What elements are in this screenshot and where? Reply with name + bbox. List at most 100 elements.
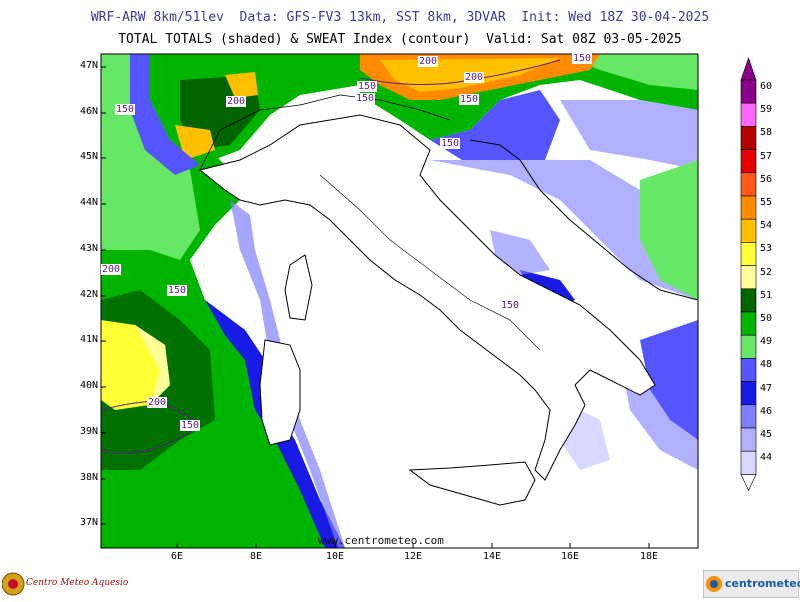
colorbar-swatch xyxy=(740,358,757,382)
contour-label: 150 xyxy=(572,53,593,64)
colorbar-label: 48 xyxy=(760,359,773,371)
colorbar-label: 55 xyxy=(760,197,773,208)
colorbar-swatch xyxy=(740,242,757,266)
shade-lightblue-ne xyxy=(560,100,698,170)
shade-paleyellow-west xyxy=(135,325,170,405)
watermark-text: www.centrometeo.com xyxy=(318,534,444,547)
contour-label: 200 xyxy=(226,96,247,107)
lat-label: 42N xyxy=(79,289,98,300)
colorbar-swatch xyxy=(740,427,757,452)
lon-label: 12E xyxy=(403,551,423,562)
colorbar-label: 45 xyxy=(760,429,773,440)
lon-label: 18E xyxy=(639,551,659,562)
contour-label: 150 xyxy=(459,94,480,105)
lat-label: 38N xyxy=(79,472,98,483)
shade-blue-alps xyxy=(130,54,200,175)
regions-line xyxy=(319,174,541,351)
contour-label: 150 xyxy=(440,138,461,149)
lon-label: 10E xyxy=(325,551,345,562)
colorbar-label: 49 xyxy=(760,336,773,348)
shade-blue-ionian xyxy=(640,320,698,440)
contour-label: 150 xyxy=(115,104,136,115)
colorbar-bottom-arrow xyxy=(740,474,757,492)
colorbar-label: 53 xyxy=(760,243,773,255)
contour-label: 200 xyxy=(418,56,439,67)
lat-label: 37N xyxy=(79,517,98,528)
contour-label: 200 xyxy=(147,397,168,408)
colorbar-label: 44 xyxy=(760,452,773,464)
corsica xyxy=(284,254,313,321)
colorbar-label: 52 xyxy=(760,266,773,278)
shade-yellow-alps2 xyxy=(225,72,258,98)
logo-left-emblem xyxy=(1,572,25,596)
colorbar-swatch xyxy=(740,288,757,313)
contour-label: 150 xyxy=(167,285,188,296)
shade-green-balkans xyxy=(640,160,698,300)
colorbar-label: 51 xyxy=(760,289,773,301)
colorbar-swatch xyxy=(740,79,757,104)
contour-label: 150 xyxy=(180,420,201,431)
lon-label: 8E xyxy=(249,551,263,562)
colorbar xyxy=(740,57,757,492)
colorbar-swatch xyxy=(740,218,757,243)
shade-lightblue-adriatic xyxy=(430,160,698,300)
colorbar-swatch xyxy=(740,149,757,174)
shade-blue-ne xyxy=(430,90,560,175)
colorbar-swatch xyxy=(740,381,757,406)
colorbar-swatch xyxy=(740,404,757,429)
colorbar-label: 57 xyxy=(760,150,773,162)
lat-label: 46N xyxy=(79,106,98,117)
sardinia xyxy=(259,339,301,446)
contour-label: 200 xyxy=(101,264,122,275)
colorbar-swatch xyxy=(740,195,757,220)
logo-left: Centro Meteo Aquesio xyxy=(1,570,128,598)
logo-right: centrometeo xyxy=(702,569,800,599)
colorbar-label: 58 xyxy=(760,127,773,139)
lat-label: 41N xyxy=(79,334,98,345)
shade-lightblue-gargano xyxy=(490,230,550,275)
alps-border xyxy=(199,94,451,171)
colorbar-swatch xyxy=(740,172,757,197)
contour-label: 150 xyxy=(355,93,376,104)
balkan-coast xyxy=(469,139,699,301)
lon-label: 14E xyxy=(482,551,502,562)
lat-label: 44N xyxy=(79,197,98,208)
lon-ticks xyxy=(176,543,650,548)
colorbar-label: 50 xyxy=(760,313,773,324)
colorbar-label: 47 xyxy=(760,382,773,394)
colorbar-swatch xyxy=(740,265,757,290)
lat-label: 40N xyxy=(79,380,98,391)
header-line1: WRF-ARW 8km/51lev Data: GFS-FV3 13km, SS… xyxy=(90,10,710,25)
logo-left-text: Centro Meteo Aquesio xyxy=(26,578,129,588)
lat-label: 39N xyxy=(79,426,98,437)
shade-yellow-alps xyxy=(175,125,215,160)
colorbar-swatch xyxy=(740,334,757,359)
logo-right-text: centrometeo xyxy=(725,577,800,590)
lat-ticks xyxy=(101,66,106,525)
lon-label: 16E xyxy=(560,551,580,562)
sicily xyxy=(408,461,536,506)
colorbar-swatch xyxy=(740,102,757,127)
lat-label: 47N xyxy=(79,60,98,71)
colorbar-swatch xyxy=(740,126,757,150)
contour-label: 200 xyxy=(464,72,485,83)
colorbar-top-arrow xyxy=(740,57,757,81)
lon-label: 6E xyxy=(170,551,184,562)
logo-right-badge xyxy=(702,569,800,599)
shade-lightgreen-ne xyxy=(560,54,698,90)
colorbar-label: 46 xyxy=(760,405,773,417)
colorbar-swatch xyxy=(740,311,757,336)
contour-label: 150 xyxy=(357,81,378,92)
header-line2: TOTAL TOTALS (shaded) & SWEAT Index (con… xyxy=(118,32,682,47)
colorbar-label: 60 xyxy=(760,81,773,92)
colorbar-label: 59 xyxy=(760,104,773,116)
italy-landmass xyxy=(198,114,656,481)
lat-label: 43N xyxy=(79,243,98,254)
colorbar-label: 54 xyxy=(760,220,773,232)
lat-label: 45N xyxy=(79,151,98,162)
colorbar-label: 56 xyxy=(760,173,773,185)
contour-label: 150 xyxy=(500,300,521,311)
map-frame xyxy=(100,53,699,549)
colorbar-swatch xyxy=(740,450,757,475)
